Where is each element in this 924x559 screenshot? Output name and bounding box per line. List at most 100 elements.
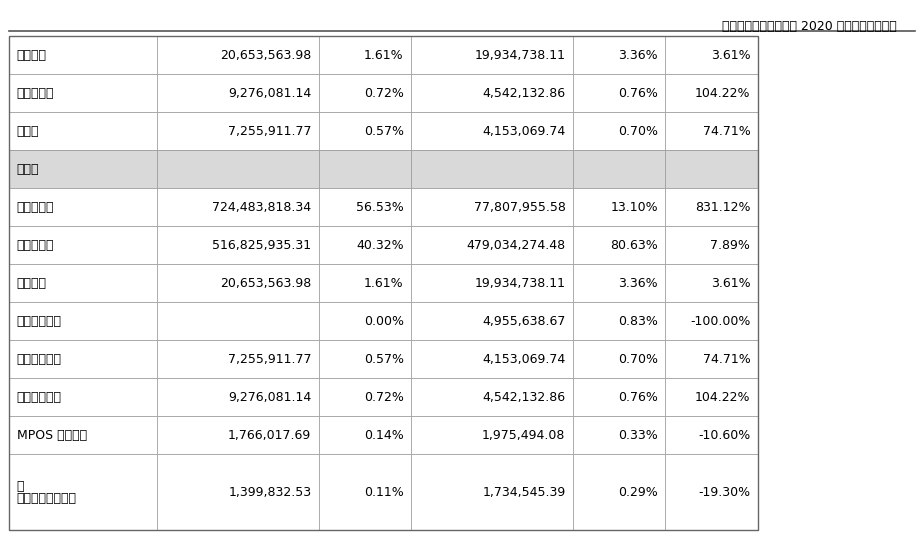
Bar xyxy=(9,188,758,226)
Bar xyxy=(157,150,319,188)
Bar xyxy=(157,226,319,264)
Bar xyxy=(319,340,411,378)
Text: 9,276,081.14: 9,276,081.14 xyxy=(228,87,311,100)
Bar xyxy=(411,302,573,340)
Text: 分产品: 分产品 xyxy=(17,163,39,176)
Text: 融资租赁业: 融资租赁业 xyxy=(17,87,55,100)
Bar xyxy=(319,378,411,416)
Text: 40.32%: 40.32% xyxy=(356,239,404,252)
Bar xyxy=(9,74,758,112)
Text: 0.29%: 0.29% xyxy=(618,486,658,499)
Bar xyxy=(319,264,411,302)
Bar xyxy=(319,416,411,454)
Bar xyxy=(157,340,319,378)
Bar xyxy=(9,264,157,302)
Text: 0.70%: 0.70% xyxy=(618,125,658,138)
Bar xyxy=(157,74,319,112)
Bar xyxy=(9,264,758,302)
Text: 4,542,132.86: 4,542,132.86 xyxy=(482,391,565,404)
Bar xyxy=(665,340,758,378)
Text: 20,653,563.98: 20,653,563.98 xyxy=(220,49,311,62)
Bar xyxy=(573,302,665,340)
Bar xyxy=(573,454,665,530)
Text: 3.61%: 3.61% xyxy=(711,49,750,62)
Bar xyxy=(665,302,758,340)
Text: 融资租赁业务: 融资租赁业务 xyxy=(17,391,62,404)
Bar xyxy=(319,150,411,188)
Bar xyxy=(411,264,573,302)
Text: 1,734,545.39: 1,734,545.39 xyxy=(482,486,565,499)
Text: 831.12%: 831.12% xyxy=(695,201,750,214)
Text: 7.89%: 7.89% xyxy=(711,239,750,252)
Text: 0.00%: 0.00% xyxy=(364,315,404,328)
Text: 104.22%: 104.22% xyxy=(695,391,750,404)
Bar xyxy=(157,454,319,530)
Bar xyxy=(319,226,411,264)
Text: 0.11%: 0.11% xyxy=(364,486,404,499)
Bar xyxy=(319,454,411,530)
Bar xyxy=(9,302,758,340)
Bar xyxy=(411,454,573,530)
Bar xyxy=(573,36,665,74)
Bar xyxy=(665,36,758,74)
Bar xyxy=(9,340,157,378)
Text: 104.22%: 104.22% xyxy=(695,87,750,100)
Text: 仁东控股股份有限公司 2020 年半年度报告全文: 仁东控股股份有限公司 2020 年半年度报告全文 xyxy=(722,20,896,32)
Bar xyxy=(665,150,758,188)
Text: 1.61%: 1.61% xyxy=(364,49,404,62)
Bar xyxy=(665,188,758,226)
Text: 金融业: 金融业 xyxy=(17,125,39,138)
Bar xyxy=(411,340,573,378)
Text: 3.36%: 3.36% xyxy=(618,277,658,290)
Bar xyxy=(9,378,758,416)
Text: 他: 他 xyxy=(17,480,24,493)
Bar xyxy=(411,74,573,112)
Text: 0.14%: 0.14% xyxy=(364,429,404,442)
Bar xyxy=(9,226,758,264)
Bar xyxy=(9,150,157,188)
Text: 9,276,081.14: 9,276,081.14 xyxy=(228,391,311,404)
Text: 0.70%: 0.70% xyxy=(618,353,658,366)
Text: -100.00%: -100.00% xyxy=(690,315,750,328)
Text: 479,034,274.48: 479,034,274.48 xyxy=(467,239,565,252)
Text: MPOS 机具销售: MPOS 机具销售 xyxy=(17,429,87,442)
Text: 保理业务: 保理业务 xyxy=(17,277,46,290)
Text: 保理行业: 保理行业 xyxy=(17,49,46,62)
Text: 4,153,069.74: 4,153,069.74 xyxy=(482,353,565,366)
Text: 7,255,911.77: 7,255,911.77 xyxy=(228,353,311,366)
Text: 19,934,738.11: 19,934,738.11 xyxy=(475,277,565,290)
Text: 4,153,069.74: 4,153,069.74 xyxy=(482,125,565,138)
Bar xyxy=(411,188,573,226)
Text: 74.71%: 74.71% xyxy=(702,125,750,138)
Bar xyxy=(9,188,157,226)
Bar xyxy=(573,188,665,226)
Bar xyxy=(9,74,157,112)
Bar xyxy=(9,378,157,416)
Bar xyxy=(157,378,319,416)
Text: 0.76%: 0.76% xyxy=(618,391,658,404)
Text: -10.60%: -10.60% xyxy=(698,429,750,442)
Bar xyxy=(157,302,319,340)
Bar xyxy=(411,112,573,150)
Text: 1.61%: 1.61% xyxy=(364,277,404,290)
Text: 19,934,738.11: 19,934,738.11 xyxy=(475,49,565,62)
Text: 724,483,818.34: 724,483,818.34 xyxy=(213,201,311,214)
Bar xyxy=(9,454,157,530)
Bar xyxy=(9,302,157,340)
Text: 13.10%: 13.10% xyxy=(610,201,658,214)
Bar xyxy=(411,36,573,74)
Bar xyxy=(573,378,665,416)
Bar xyxy=(411,150,573,188)
Bar xyxy=(9,112,157,150)
Text: 77,807,955.58: 77,807,955.58 xyxy=(474,201,565,214)
Bar xyxy=(411,378,573,416)
Text: 信息服务业务: 信息服务业务 xyxy=(17,315,62,328)
Text: 4,955,638.67: 4,955,638.67 xyxy=(482,315,565,328)
Bar xyxy=(573,226,665,264)
Bar xyxy=(157,188,319,226)
Bar xyxy=(573,150,665,188)
Text: 0.76%: 0.76% xyxy=(618,87,658,100)
Bar xyxy=(319,188,411,226)
Text: 0.72%: 0.72% xyxy=(364,87,404,100)
Text: 74.71%: 74.71% xyxy=(702,353,750,366)
